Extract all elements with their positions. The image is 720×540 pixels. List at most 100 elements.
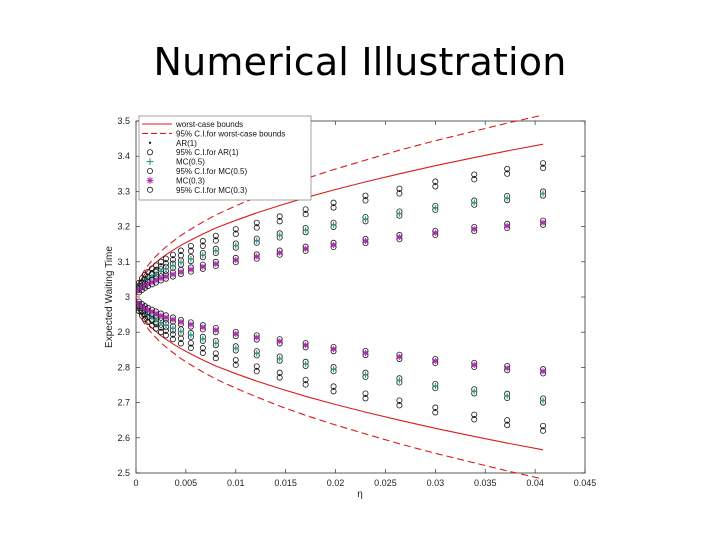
mc05-point <box>199 335 206 342</box>
legend-label: 95% C.I.for MC(0.5) <box>176 167 247 176</box>
mc05-point <box>471 199 478 206</box>
mc05-point <box>212 247 219 254</box>
y-tick-label: 3 <box>125 292 130 302</box>
legend-label: 95% C.I.for AR(1) <box>176 148 239 157</box>
x-tick-label: 0.035 <box>474 478 497 488</box>
mc05-point <box>212 340 219 347</box>
mc05-point <box>362 216 369 223</box>
legend-circle <box>146 167 153 174</box>
mc03-point <box>540 219 547 226</box>
mc03-point <box>169 271 176 278</box>
x-tick-label: 0.01 <box>227 478 245 488</box>
mc05-point <box>396 210 403 217</box>
mc05-point <box>540 190 547 197</box>
ar1-point <box>164 331 168 335</box>
mc03-point <box>232 330 239 337</box>
ar1-point <box>255 367 258 370</box>
ar1-point <box>189 247 192 250</box>
mc03-point <box>232 257 239 264</box>
y-tick-label: 2.9 <box>117 327 130 337</box>
ar1-point <box>154 266 158 269</box>
ar1-point <box>473 175 476 179</box>
mc03-point <box>199 263 206 270</box>
x-tick-label: 0.025 <box>374 478 397 488</box>
mc05-point <box>187 332 194 339</box>
mc03-point <box>362 238 369 245</box>
mc03-point <box>144 307 151 314</box>
ar1-point <box>159 328 163 331</box>
legend-asterisk <box>146 176 154 184</box>
y-tick-label: 3.1 <box>117 257 130 267</box>
legend-circle <box>146 149 153 156</box>
ar1-point <box>234 230 237 233</box>
mc03-point <box>141 282 148 289</box>
mc03-point <box>504 222 511 229</box>
y-axis: 2.5 2.6 2.7 2.8 2.9 3 3.1 3.2 3.3 3.4 3.5 <box>117 116 585 478</box>
ar1-point <box>398 401 401 405</box>
ar1-point <box>234 361 237 364</box>
legend-label: worst-case bounds <box>175 120 243 129</box>
ar1-point <box>150 321 154 325</box>
mc03-point <box>302 245 309 252</box>
mc03-point <box>432 229 439 236</box>
mc05-point <box>330 221 337 228</box>
mc03-point <box>471 361 478 368</box>
ar1-point <box>214 354 217 357</box>
ar1-point <box>398 189 401 193</box>
mc03-point <box>253 334 260 341</box>
mc05-point <box>504 392 511 399</box>
mc03-point <box>396 234 403 241</box>
x-axis: 0 0.005 0.01 0.015 0.02 0.025 0.03 0.035 0.04 0.0… <box>133 121 596 488</box>
mc03-point <box>169 316 176 323</box>
worst-case-bound-lower <box>135 296 544 451</box>
mc05-point <box>504 195 511 202</box>
mc05-point <box>276 355 283 362</box>
ar1-point <box>506 170 509 173</box>
mc03-point <box>330 346 337 353</box>
y-axis-title: Expected Waiting Time <box>104 246 115 348</box>
data-markers <box>135 160 547 434</box>
ar1-point <box>201 349 204 352</box>
slide-title: Numerical Illustration <box>153 40 567 84</box>
mc05-point <box>177 328 184 335</box>
y-tick-label: 3.2 <box>117 222 130 232</box>
x-tick-label: 0.045 <box>574 478 597 488</box>
mc03-point <box>212 327 219 334</box>
mc03-point <box>253 253 260 260</box>
y-tick-label: 2.8 <box>117 362 130 372</box>
mc03-point <box>432 358 439 365</box>
mc03-point <box>157 312 164 319</box>
ar1-point <box>506 421 509 424</box>
ar1-point <box>189 344 192 347</box>
mc03-point <box>187 266 194 273</box>
ar1-point <box>541 427 545 430</box>
ar1-point <box>278 217 281 220</box>
mc03-point <box>148 279 155 286</box>
legend-label: AR(1) <box>176 139 197 148</box>
bound-lines <box>135 114 544 480</box>
ar1-point <box>171 256 175 259</box>
mc05-point <box>302 227 309 234</box>
mc03-point <box>157 275 164 282</box>
mc05-point <box>162 322 169 329</box>
y-tick-label: 3.4 <box>117 151 130 161</box>
y-tick-label: 3.5 <box>117 116 130 126</box>
ar1-point <box>304 381 307 384</box>
mc05-point <box>187 255 194 262</box>
mc05-point <box>362 371 369 378</box>
mc03-point <box>141 305 148 312</box>
mc03-point <box>162 314 169 321</box>
legend-label: 95% C.I.for MC(0.3) <box>176 186 247 195</box>
mc03-point <box>276 249 283 256</box>
x-tick-label: 0.03 <box>427 478 445 488</box>
ar1-point <box>179 251 182 255</box>
legend-circle <box>146 186 153 193</box>
y-tick-label: 2.7 <box>117 398 130 408</box>
mc05-point <box>540 397 547 404</box>
mc05-point <box>169 325 176 332</box>
mc05-point <box>177 259 184 266</box>
y-tick-label: 2.6 <box>117 433 130 443</box>
mc03-point <box>144 280 151 287</box>
